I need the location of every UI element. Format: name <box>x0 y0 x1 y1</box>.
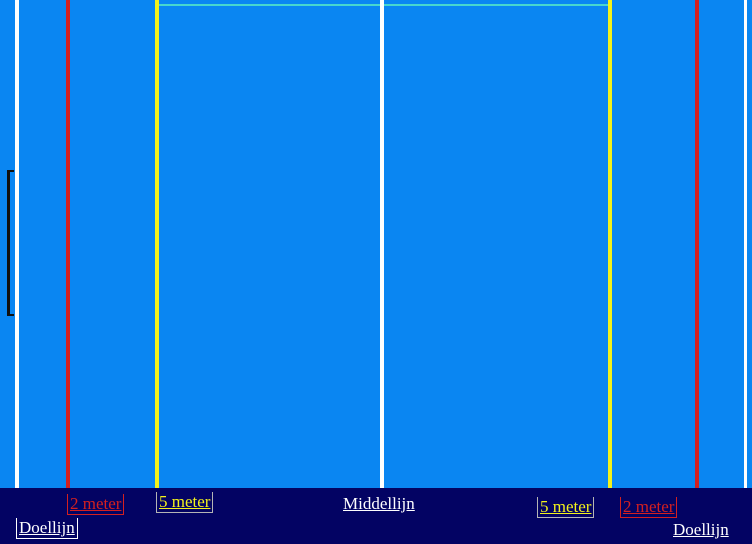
middle-line-label: Middellijn <box>343 494 415 513</box>
goal-line-left <box>15 0 19 488</box>
middle-line <box>380 0 384 488</box>
five-meter-label-left: 5 meter <box>156 492 214 513</box>
goal-line-right <box>744 0 747 488</box>
goal-left <box>7 170 14 316</box>
two-meter-line-right <box>695 0 699 488</box>
five-meter-line-right <box>608 0 612 488</box>
goal-line-label-left: Doellijn <box>16 518 78 539</box>
two-meter-label-right: 2 meter <box>620 497 678 518</box>
label-strip <box>0 488 752 544</box>
two-meter-label-left: 2 meter <box>67 494 125 515</box>
two-meter-line-left <box>66 0 70 488</box>
five-meter-label-right: 5 meter <box>537 497 595 518</box>
goal-line-label-right: Doellijn <box>673 520 729 539</box>
top-edge-line <box>158 4 612 6</box>
pool-field <box>0 0 752 488</box>
five-meter-line-left <box>155 0 159 488</box>
